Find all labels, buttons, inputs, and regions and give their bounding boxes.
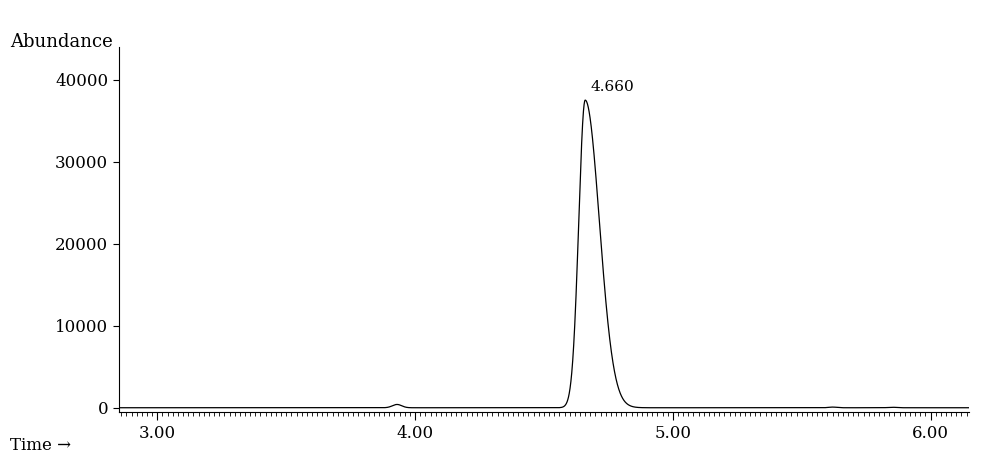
- Text: 4.660: 4.660: [590, 80, 634, 94]
- Text: Time →: Time →: [10, 437, 71, 454]
- Text: Abundance: Abundance: [10, 33, 113, 51]
